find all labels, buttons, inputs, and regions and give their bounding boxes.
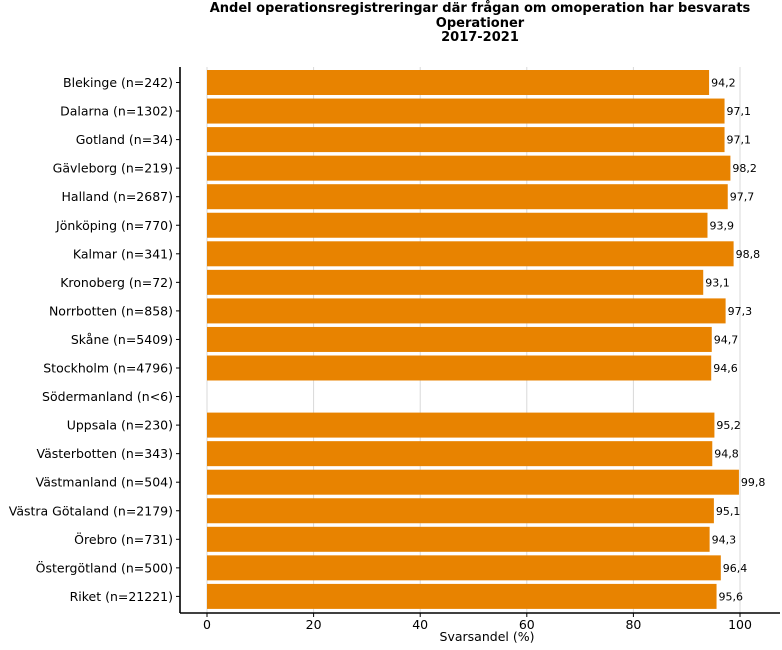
bar (207, 469, 739, 495)
chart-title: Andel operationsregistreringar där fråga… (180, 1, 780, 46)
bar (207, 127, 725, 153)
category-label: Dalarna (n=1302) (60, 104, 173, 119)
chart-title-line-1: Andel operationsregistreringar där fråga… (209, 1, 751, 16)
bar (207, 498, 714, 524)
value-label: 97,1 (727, 105, 752, 118)
category-label: Västra Götaland (n=2179) (9, 503, 173, 518)
category-label: Västerbotten (n=343) (37, 446, 173, 461)
value-label: 98,2 (732, 162, 757, 175)
category-labels: Blekinge (n=242) Dalarna (n=1302) Gotland … (9, 75, 173, 604)
bar (207, 583, 717, 609)
value-label: 95,6 (719, 590, 744, 603)
x-ticks: 0 20 40 60 80 100 (176, 82, 752, 632)
value-label: 97,1 (727, 134, 752, 147)
value-label: 94,3 (712, 533, 737, 546)
x-axis-title: Svarsandel (%) (440, 629, 535, 644)
value-label: 95,1 (716, 505, 741, 518)
bar (207, 326, 712, 352)
chart-title-line-2: Operationer (435, 15, 525, 31)
category-label: Östergötland (n=500) (36, 559, 173, 575)
bar (207, 241, 734, 267)
bar (207, 526, 710, 552)
value-label: 94,2 (711, 77, 736, 90)
bar (207, 441, 713, 467)
bar (207, 98, 725, 124)
bar (207, 184, 728, 210)
category-label: Kronoberg (n=72) (60, 275, 173, 290)
category-label: Västmanland (n=504) (36, 475, 173, 490)
value-label: 97,3 (728, 305, 753, 318)
value-label: 99,8 (741, 476, 766, 489)
bars (207, 70, 739, 609)
value-label: 93,9 (709, 219, 734, 232)
bar (207, 70, 710, 95)
category-label: Kalmar (n=341) (73, 246, 173, 261)
value-labels: 94,2 97,1 97,1 98,2 97,7 93,9 98,8 93,1 97,3 94,7… (705, 77, 765, 604)
value-label: 98,8 (736, 248, 761, 261)
bar (207, 269, 704, 295)
bar (207, 555, 721, 581)
bar (207, 298, 726, 324)
category-label: Stockholm (n=4796) (43, 361, 173, 376)
x-tick-label: 0 (203, 617, 211, 632)
x-tick-label: 80 (625, 617, 641, 632)
category-label: Halland (n=2687) (62, 189, 173, 204)
value-label: 97,7 (730, 191, 755, 204)
x-tick-label: 60 (519, 617, 535, 632)
value-label: 94,8 (714, 448, 739, 461)
bar (207, 155, 731, 181)
category-label: Gotland (n=34) (76, 132, 173, 147)
bar (207, 355, 712, 381)
bar (207, 412, 715, 438)
axes (179, 67, 780, 614)
category-label: Södermanland (n<6) (42, 389, 173, 404)
category-label: Norrbotten (n=858) (49, 303, 173, 318)
x-tick-label: 20 (306, 617, 322, 632)
bar (207, 212, 708, 238)
category-label: Skåne (n=5409) (71, 332, 173, 347)
category-label: Jönköping (n=770) (55, 218, 173, 233)
value-label: 96,4 (723, 562, 748, 575)
value-label: 94,6 (713, 362, 738, 375)
value-label: 95,2 (716, 419, 741, 432)
value-label: 93,1 (705, 276, 730, 289)
x-tick-label: 100 (728, 617, 752, 632)
value-label: 94,7 (714, 333, 739, 346)
category-label: Riket (n=21221) (70, 589, 173, 604)
category-label: Örebro (n=731) (74, 531, 173, 547)
category-label: Gävleborg (n=219) (53, 161, 173, 176)
category-label: Uppsala (n=230) (67, 418, 173, 433)
chart-title-line-3: 2017-2021 (441, 30, 519, 45)
category-label: Blekinge (n=242) (63, 75, 173, 90)
x-tick-label: 40 (412, 617, 428, 632)
